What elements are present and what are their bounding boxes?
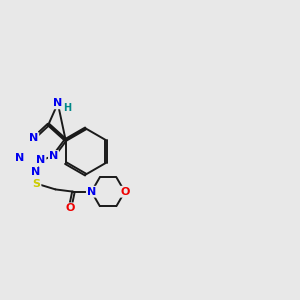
Text: N: N [53, 98, 62, 108]
Text: N: N [87, 187, 96, 197]
Text: N: N [29, 133, 38, 143]
Text: H: H [63, 103, 71, 112]
Text: S: S [32, 178, 40, 189]
Text: N: N [15, 153, 24, 163]
Text: O: O [65, 203, 75, 213]
Text: N: N [31, 167, 40, 177]
Text: O: O [120, 187, 129, 197]
Text: N: N [49, 151, 58, 161]
Text: N: N [36, 155, 46, 165]
